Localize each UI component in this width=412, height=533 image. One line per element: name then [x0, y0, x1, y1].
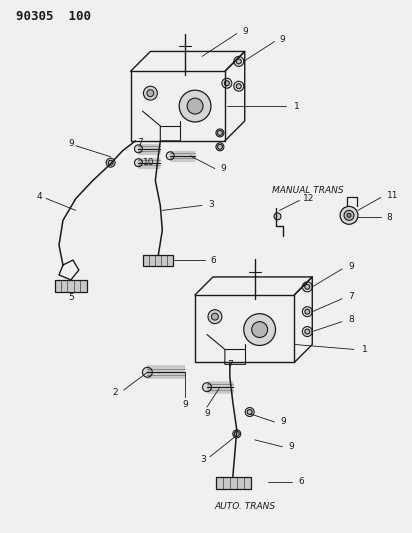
Circle shape	[305, 329, 310, 334]
Circle shape	[347, 213, 351, 217]
Text: 8: 8	[348, 315, 354, 324]
Circle shape	[166, 152, 174, 160]
Text: 11: 11	[387, 191, 398, 200]
Circle shape	[108, 160, 113, 165]
Circle shape	[134, 159, 143, 167]
Circle shape	[274, 213, 281, 220]
Circle shape	[222, 78, 232, 88]
Circle shape	[245, 408, 254, 416]
Circle shape	[305, 285, 310, 289]
Text: 7: 7	[227, 360, 233, 369]
Text: 9: 9	[68, 139, 74, 148]
Text: 7: 7	[138, 139, 143, 147]
Text: 3: 3	[200, 455, 206, 464]
Text: 9: 9	[288, 442, 294, 451]
Text: 3: 3	[208, 200, 214, 209]
Circle shape	[211, 313, 218, 320]
Text: 9: 9	[204, 409, 210, 418]
Circle shape	[302, 327, 312, 336]
Circle shape	[234, 431, 239, 437]
Circle shape	[143, 86, 157, 100]
Circle shape	[344, 211, 354, 220]
Circle shape	[147, 90, 154, 96]
Text: MANUAL TRANS: MANUAL TRANS	[272, 186, 343, 195]
Circle shape	[216, 129, 224, 137]
Circle shape	[218, 131, 222, 135]
Text: 7: 7	[348, 292, 354, 301]
Circle shape	[252, 321, 267, 337]
Circle shape	[247, 409, 252, 415]
Circle shape	[216, 143, 224, 151]
Text: 12: 12	[303, 194, 315, 203]
Circle shape	[143, 367, 152, 377]
Circle shape	[106, 158, 115, 167]
Circle shape	[218, 144, 222, 149]
Text: 6: 6	[210, 255, 216, 264]
Bar	[55, 280, 87, 292]
Bar	[216, 477, 250, 489]
Text: 9: 9	[220, 164, 226, 173]
Circle shape	[236, 84, 241, 88]
Circle shape	[244, 314, 276, 345]
Text: 9: 9	[243, 27, 248, 36]
Circle shape	[203, 383, 211, 392]
Text: 10: 10	[143, 158, 154, 167]
Text: 9: 9	[281, 417, 286, 426]
Text: 9: 9	[182, 400, 188, 409]
Text: 4: 4	[36, 192, 42, 201]
Circle shape	[225, 81, 229, 86]
Circle shape	[236, 59, 241, 64]
Circle shape	[187, 98, 203, 114]
Circle shape	[302, 306, 312, 317]
Text: 9: 9	[279, 35, 285, 44]
Circle shape	[208, 310, 222, 324]
Text: AUTO. TRANS: AUTO. TRANS	[214, 502, 275, 511]
Text: 1: 1	[295, 102, 300, 110]
Circle shape	[179, 90, 211, 122]
Circle shape	[234, 56, 244, 67]
Circle shape	[302, 282, 312, 292]
Bar	[143, 255, 173, 266]
Text: 1: 1	[362, 345, 368, 354]
Circle shape	[305, 309, 310, 314]
Circle shape	[234, 81, 244, 91]
Text: 9: 9	[348, 262, 354, 271]
Text: 90305  100: 90305 100	[16, 10, 91, 23]
Circle shape	[233, 430, 241, 438]
Circle shape	[340, 206, 358, 224]
Text: 8: 8	[387, 213, 393, 222]
Circle shape	[134, 145, 143, 153]
Text: 2: 2	[113, 387, 118, 397]
Text: 5: 5	[68, 293, 74, 302]
Text: 6: 6	[298, 477, 304, 486]
